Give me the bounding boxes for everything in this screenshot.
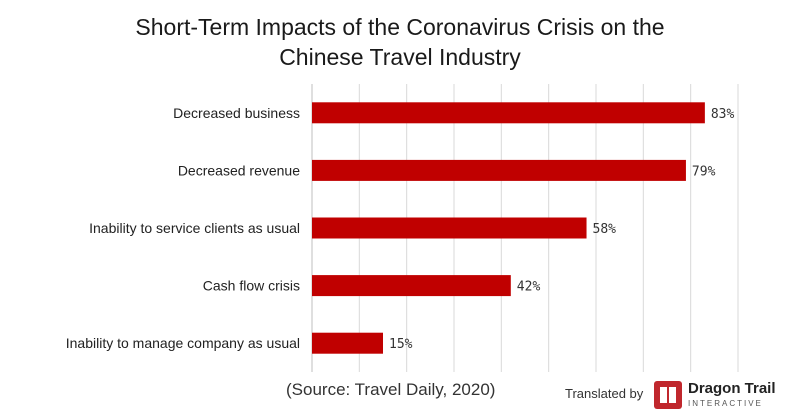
dragon-trail-logo: Dragon Trail INTERACTIVE — [654, 379, 794, 413]
chart-title-line-2: Chinese Travel Industry — [279, 44, 521, 70]
bar — [312, 275, 511, 297]
category-label: Decreased business — [173, 105, 300, 121]
category-label: Decreased revenue — [178, 162, 300, 178]
bar — [312, 217, 587, 239]
value-label: 79% — [692, 164, 716, 179]
translated-by-label: Translated by — [565, 386, 644, 401]
category-label: Cash flow crisis — [203, 278, 300, 294]
bar — [312, 159, 686, 181]
category-label: Inability to service clients as usual — [89, 220, 300, 236]
value-label: 15% — [389, 337, 413, 352]
chart-title-line-1: Short-Term Impacts of the Coronavirus Cr… — [135, 14, 665, 40]
chart-title: Short-Term Impacts of the Coronavirus Cr… — [0, 12, 800, 72]
logo-name: Dragon Trail — [688, 380, 776, 397]
category-label: Inability to manage company as usual — [66, 335, 300, 351]
value-label: 58% — [593, 222, 617, 237]
value-label: 83% — [711, 107, 735, 122]
dragon-seal-icon — [654, 381, 682, 409]
bar — [312, 332, 383, 354]
bar — [312, 102, 705, 124]
source-note: (Source: Travel Daily, 2020) — [286, 380, 496, 399]
logo-subtitle: INTERACTIVE — [688, 399, 763, 408]
value-label: 42% — [517, 280, 541, 295]
